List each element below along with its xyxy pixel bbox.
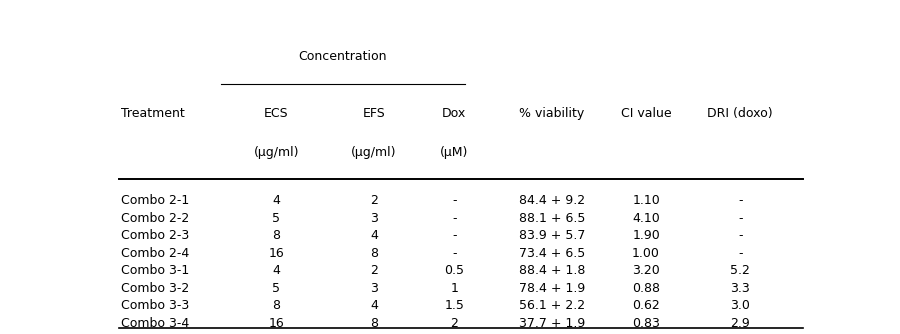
Text: -: - [452, 247, 456, 260]
Text: -: - [452, 194, 456, 207]
Text: 78.4 + 1.9: 78.4 + 1.9 [518, 282, 585, 295]
Text: 1.10: 1.10 [632, 194, 660, 207]
Text: 3.20: 3.20 [632, 264, 660, 277]
Text: 5.2: 5.2 [730, 264, 751, 277]
Text: Combo 3-2: Combo 3-2 [121, 282, 189, 295]
Text: 2: 2 [370, 264, 378, 277]
Text: -: - [738, 212, 742, 225]
Text: 0.88: 0.88 [632, 282, 660, 295]
Text: 1.5: 1.5 [445, 299, 464, 312]
Text: 3: 3 [370, 212, 378, 225]
Text: 8: 8 [370, 247, 378, 260]
Text: Combo 2-2: Combo 2-2 [121, 212, 189, 225]
Text: 4: 4 [370, 229, 378, 242]
Text: Combo 2-1: Combo 2-1 [121, 194, 189, 207]
Text: -: - [738, 247, 742, 260]
Text: -: - [738, 194, 742, 207]
Text: % viability: % viability [519, 107, 585, 120]
Text: Combo 2-4: Combo 2-4 [121, 247, 189, 260]
Text: Combo 2-3: Combo 2-3 [121, 229, 189, 242]
Text: DRI (doxo): DRI (doxo) [707, 107, 773, 120]
Text: 56.1 + 2.2: 56.1 + 2.2 [519, 299, 585, 312]
Text: 0.83: 0.83 [632, 317, 660, 330]
Text: 16: 16 [268, 317, 284, 330]
Text: 2: 2 [450, 317, 458, 330]
Text: (μM): (μM) [440, 146, 469, 159]
Text: 5: 5 [273, 282, 281, 295]
Text: 8: 8 [273, 229, 281, 242]
Text: 4.10: 4.10 [632, 212, 660, 225]
Text: -: - [452, 212, 456, 225]
Text: 4: 4 [273, 264, 281, 277]
Text: CI value: CI value [621, 107, 671, 120]
Text: 73.4 + 6.5: 73.4 + 6.5 [518, 247, 585, 260]
Text: 2: 2 [370, 194, 378, 207]
Text: Treatment: Treatment [121, 107, 184, 120]
Text: EFS: EFS [363, 107, 385, 120]
Text: 1.00: 1.00 [632, 247, 660, 260]
Text: 4: 4 [370, 299, 378, 312]
Text: 3.3: 3.3 [731, 282, 750, 295]
Text: 83.9 + 5.7: 83.9 + 5.7 [518, 229, 585, 242]
Text: 5: 5 [273, 212, 281, 225]
Text: Combo 3-4: Combo 3-4 [121, 317, 189, 330]
Text: 16: 16 [268, 247, 284, 260]
Text: Concentration: Concentration [299, 50, 387, 63]
Text: 3: 3 [370, 282, 378, 295]
Text: -: - [452, 229, 456, 242]
Text: 8: 8 [370, 317, 378, 330]
Text: (μg/ml): (μg/ml) [351, 146, 397, 159]
Text: 1.90: 1.90 [632, 229, 660, 242]
Text: 2.9: 2.9 [731, 317, 750, 330]
Text: Combo 3-3: Combo 3-3 [121, 299, 189, 312]
Text: 88.1 + 6.5: 88.1 + 6.5 [518, 212, 585, 225]
Text: 0.5: 0.5 [445, 264, 464, 277]
Text: -: - [738, 229, 742, 242]
Text: (μg/ml): (μg/ml) [254, 146, 299, 159]
Text: 37.7 + 1.9: 37.7 + 1.9 [518, 317, 585, 330]
Text: 3.0: 3.0 [730, 299, 751, 312]
Text: Combo 3-1: Combo 3-1 [121, 264, 189, 277]
Text: 0.62: 0.62 [632, 299, 660, 312]
Text: 1: 1 [450, 282, 458, 295]
Text: 88.4 + 1.8: 88.4 + 1.8 [518, 264, 585, 277]
Text: 4: 4 [273, 194, 281, 207]
Text: ECS: ECS [264, 107, 289, 120]
Text: 84.4 + 9.2: 84.4 + 9.2 [519, 194, 585, 207]
Text: 8: 8 [273, 299, 281, 312]
Text: Dox: Dox [442, 107, 466, 120]
